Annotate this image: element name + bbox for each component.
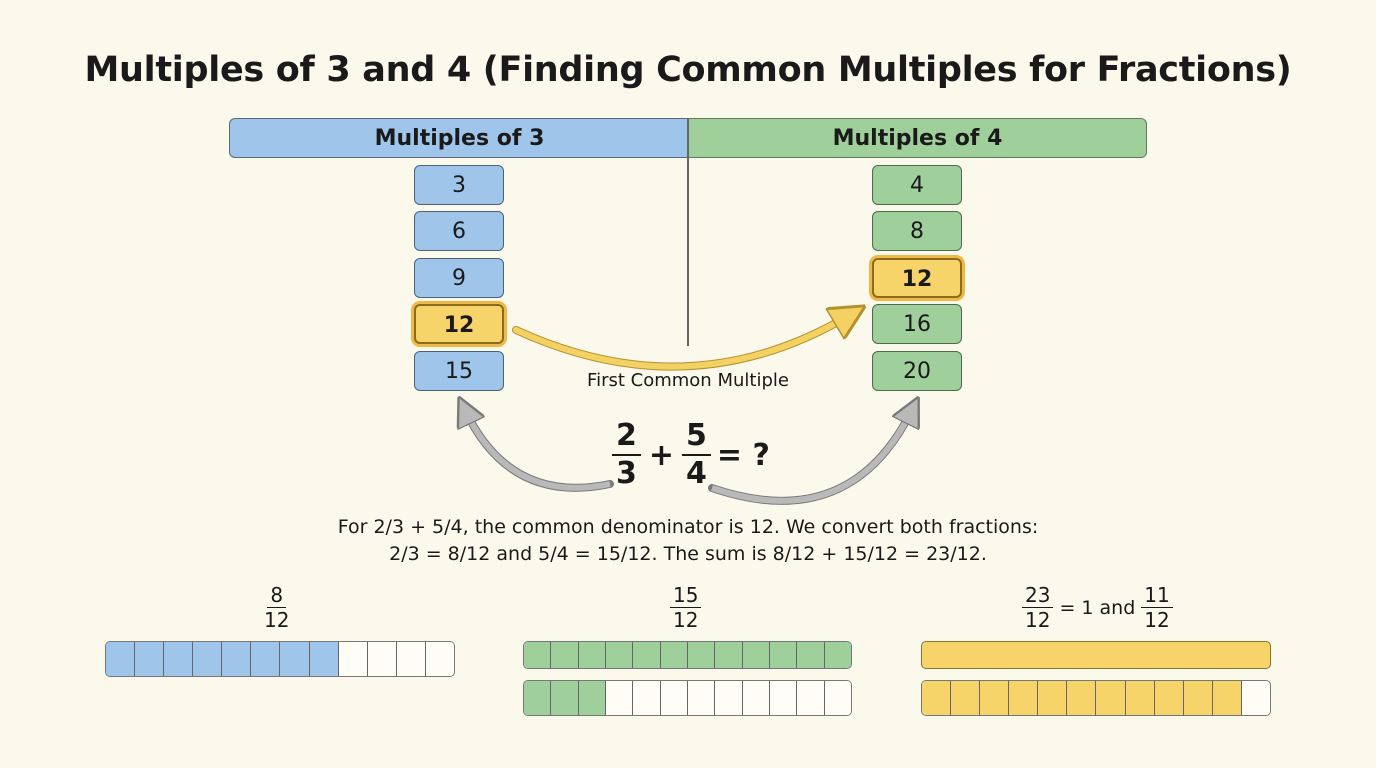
bar-segment — [106, 642, 136, 676]
bar-segment — [1067, 681, 1097, 715]
bar-segment — [1212, 681, 1242, 715]
bar-segment — [280, 642, 310, 676]
bar-segment — [633, 681, 661, 715]
fraction-5-4: 5 4 — [682, 421, 711, 489]
bar-segment — [742, 642, 770, 668]
bar-12-of-12 — [523, 641, 852, 669]
bar-segment — [551, 642, 579, 668]
bar-segment — [164, 642, 194, 676]
fraction-2-3: 2 3 — [612, 421, 641, 489]
bar-segment — [1125, 681, 1155, 715]
plus-sign: + — [648, 437, 675, 473]
bar-segment — [769, 681, 798, 715]
bar-segment — [715, 681, 743, 715]
bar-segment — [605, 681, 634, 715]
bar-segment — [425, 642, 454, 676]
bar-segment — [1038, 681, 1068, 715]
bar-segment — [1009, 681, 1039, 715]
bar-segment — [193, 642, 223, 676]
multiple-4-cell: 4 — [872, 165, 962, 205]
bar-segment — [578, 681, 606, 715]
bar-segment — [309, 642, 339, 676]
bar-8-of-12 — [105, 641, 455, 677]
label-8-12: 8 12 — [264, 583, 290, 632]
diagram-title: Multiples of 3 and 4 (Finding Common Mul… — [84, 50, 1292, 90]
bar-segment — [824, 681, 851, 715]
bar-segment — [687, 681, 716, 715]
bar-3-of-12 — [523, 680, 852, 716]
column-divider — [687, 118, 689, 346]
bar-segment — [687, 642, 716, 668]
common-multiple-cell-right: 12 — [872, 258, 962, 298]
bar-segment — [797, 681, 825, 715]
common-multiple-arrow-icon — [512, 315, 850, 371]
bar-segment — [797, 642, 825, 668]
explanation-text: For 2/3 + 5/4, the common denominator is… — [337, 516, 1039, 565]
bar-11-of-12 — [921, 680, 1271, 716]
label-15-12: 15 12 — [670, 585, 702, 630]
multiple-4-cell: 20 — [872, 351, 962, 391]
label-23-12-mixed: 23 12 = 1 and 11 12 — [1022, 585, 1173, 630]
multiple-3-cell: 9 — [414, 258, 504, 298]
bar-segment — [135, 642, 165, 676]
bar-segment — [715, 642, 743, 668]
bar-segment — [951, 681, 981, 715]
bar-segment — [633, 642, 661, 668]
bar-segment — [338, 642, 368, 676]
bar-segment — [396, 642, 426, 676]
bar-segment — [1154, 681, 1184, 715]
bar-segment — [769, 642, 798, 668]
equals-question: = ? — [716, 437, 770, 473]
bar-one-whole — [921, 641, 1271, 669]
right-curved-arrow-icon — [708, 410, 912, 505]
multiple-3-cell: 3 — [414, 165, 504, 205]
bar-segment — [605, 642, 634, 668]
multiple-3-cell: 15 — [414, 351, 504, 391]
multiple-3-cell: 6 — [414, 211, 504, 251]
bar-segment — [980, 681, 1010, 715]
bar-segment — [922, 681, 952, 715]
multiple-4-cell: 16 — [872, 304, 962, 344]
multiple-4-cell: 8 — [872, 211, 962, 251]
bar-segment — [824, 642, 851, 668]
bar-segment — [1096, 681, 1126, 715]
bar-segment — [1183, 681, 1213, 715]
bar-segment — [660, 642, 688, 668]
bar-segment — [524, 681, 552, 715]
bar-segment — [742, 681, 770, 715]
bar-segment — [551, 681, 579, 715]
header-multiples-of-4: Multiples of 4 — [688, 118, 1147, 158]
bar-segment — [1241, 681, 1270, 715]
first-common-multiple-label: First Common Multiple — [587, 370, 789, 391]
bar-segment — [222, 642, 252, 676]
bar-segment — [524, 642, 552, 668]
bar-segment — [578, 642, 606, 668]
left-curved-arrow-icon — [465, 410, 614, 492]
common-multiple-cell-left: 12 — [414, 304, 504, 344]
fraction-equation: 2 3 + 5 4 = ? — [612, 418, 778, 492]
bar-segment — [367, 642, 397, 676]
bar-segment — [660, 681, 688, 715]
bar-segment — [251, 642, 281, 676]
header-multiples-of-3: Multiples of 3 — [229, 118, 689, 158]
